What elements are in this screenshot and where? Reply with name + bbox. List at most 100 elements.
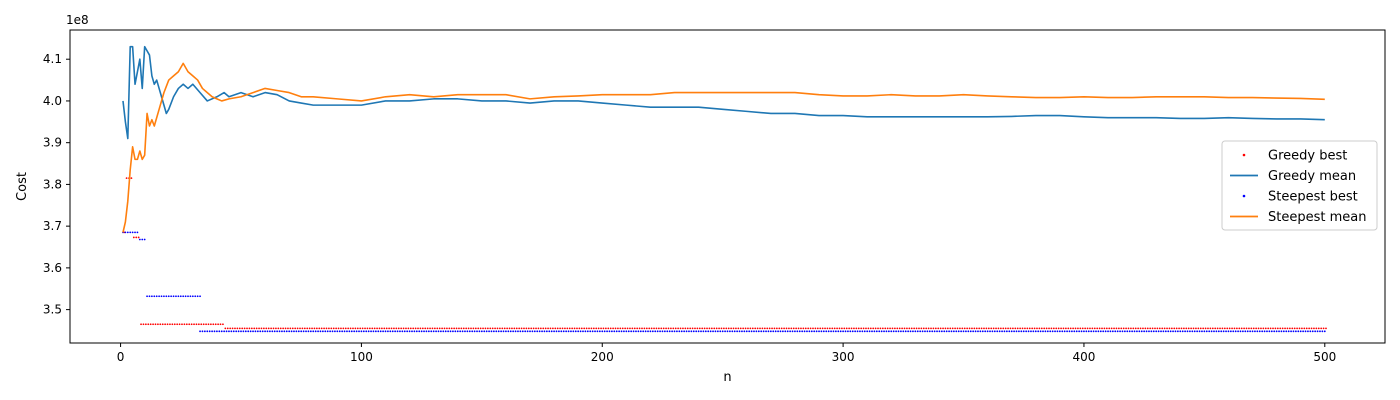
greedy-best-point xyxy=(443,327,446,330)
steepest-best-point xyxy=(203,330,206,333)
greedy-best-point xyxy=(983,327,985,330)
greedy-best-point xyxy=(1308,327,1311,330)
steepest-best-point xyxy=(548,330,551,333)
greedy-best-point xyxy=(609,327,612,330)
greedy-best-point xyxy=(1228,327,1231,330)
steepest-best-point xyxy=(1015,330,1018,333)
greedy-best-point xyxy=(1276,327,1279,330)
greedy-best-point xyxy=(178,323,181,326)
steepest-best-point xyxy=(577,330,580,333)
steepest-best-point xyxy=(692,330,695,333)
greedy-best-point xyxy=(371,327,374,330)
steepest-best-point xyxy=(1181,330,1184,333)
greedy-best-point xyxy=(246,327,248,330)
axes-frame xyxy=(69,29,1386,344)
legend-item-greedy-best: Greedy best xyxy=(1242,149,1347,164)
greedy-best-point xyxy=(429,327,431,330)
steepest-best-point xyxy=(1234,330,1237,333)
steepest-best-point xyxy=(1099,330,1102,333)
greedy-best-point xyxy=(633,327,636,330)
greedy-best-point xyxy=(1272,327,1274,330)
greedy-best-point xyxy=(1243,327,1246,330)
greedy-best-point xyxy=(1077,327,1079,330)
steepest-best-point xyxy=(312,330,315,333)
greedy-best-point xyxy=(571,327,574,330)
steepest-best-point xyxy=(276,330,279,333)
greedy-best-point xyxy=(1146,327,1149,330)
steepest-best-point xyxy=(403,330,406,333)
legend-item-steepest-mean: Steepest mean xyxy=(1230,210,1366,225)
steepest-best-point xyxy=(926,330,929,333)
steepest-best-point xyxy=(796,330,799,333)
steepest-best-point xyxy=(1102,330,1105,333)
steepest-best-point xyxy=(654,330,657,333)
greedy-best-point xyxy=(450,327,453,330)
steepest-best-point xyxy=(965,330,967,333)
steepest-best-point xyxy=(146,295,148,298)
greedy-best-point xyxy=(1036,327,1038,330)
steepest-best-point xyxy=(1044,330,1047,333)
legend-item-greedy-mean: Greedy mean xyxy=(1230,169,1356,184)
greedy-best-point xyxy=(602,327,605,330)
greedy-best-point xyxy=(780,327,783,330)
steepest-best-point xyxy=(803,330,806,333)
steepest-best-point xyxy=(1039,330,1042,333)
greedy-best-point xyxy=(797,327,800,330)
steepest-best-point xyxy=(1049,330,1052,333)
greedy-best-point xyxy=(869,327,872,330)
steepest-best-point xyxy=(685,330,688,333)
greedy-best-point xyxy=(1255,327,1258,330)
steepest-best-point xyxy=(683,330,686,333)
greedy-best-point xyxy=(886,327,889,330)
greedy-best-point xyxy=(816,327,819,330)
steepest-best-point xyxy=(1232,330,1235,333)
steepest-best-point xyxy=(666,330,669,333)
greedy-best-point xyxy=(821,327,824,330)
steepest-best-point xyxy=(822,330,825,333)
greedy-best-point xyxy=(1219,327,1221,330)
greedy-best-point xyxy=(751,327,754,330)
steepest-best-point xyxy=(512,330,515,333)
steepest-best-point xyxy=(1087,330,1090,333)
legend-label: Greedy best xyxy=(1268,149,1347,164)
steepest-best-point xyxy=(1051,330,1054,333)
steepest-best-point xyxy=(281,330,283,333)
greedy-best-point xyxy=(1211,327,1214,330)
greedy-best-point xyxy=(364,327,366,330)
greedy-best-point xyxy=(188,323,191,326)
greedy-best-point xyxy=(1170,327,1173,330)
greedy-best-point xyxy=(238,327,241,330)
steepest-best-point xyxy=(1227,330,1230,333)
steepest-best-point xyxy=(196,295,199,298)
y-axis: 3.5 3.6 3.7 3.8 3.9 4.0 4.1 xyxy=(43,52,70,317)
steepest-best-point xyxy=(136,231,139,234)
y-axis-offset-label: 1e8 xyxy=(66,13,89,27)
greedy-best-point xyxy=(282,327,285,330)
greedy-best-point xyxy=(768,327,771,330)
steepest-best-point xyxy=(639,330,642,333)
greedy-best-point xyxy=(1154,327,1156,330)
steepest-best-point xyxy=(1287,330,1290,333)
greedy-best-point xyxy=(860,327,863,330)
greedy-best-point xyxy=(995,327,997,330)
greedy-best-point xyxy=(1279,327,1282,330)
greedy-best-point xyxy=(340,327,342,330)
greedy-best-point xyxy=(169,323,171,326)
steepest-best-point xyxy=(134,231,136,234)
greedy-best-point xyxy=(694,327,696,330)
steepest-best-point xyxy=(834,330,837,333)
steepest-best-point xyxy=(1273,330,1276,333)
greedy-best-point xyxy=(674,327,677,330)
steepest-best-point xyxy=(533,330,536,333)
greedy-best-point xyxy=(783,327,785,330)
steepest-best-point xyxy=(331,330,334,333)
greedy-best-point xyxy=(270,327,273,330)
steepest-best-point xyxy=(1191,330,1194,333)
steepest-best-point xyxy=(471,330,474,333)
steepest-best-point xyxy=(651,330,654,333)
steepest-best-point xyxy=(290,330,293,333)
steepest-best-point xyxy=(955,330,958,333)
greedy-best-point xyxy=(520,327,523,330)
